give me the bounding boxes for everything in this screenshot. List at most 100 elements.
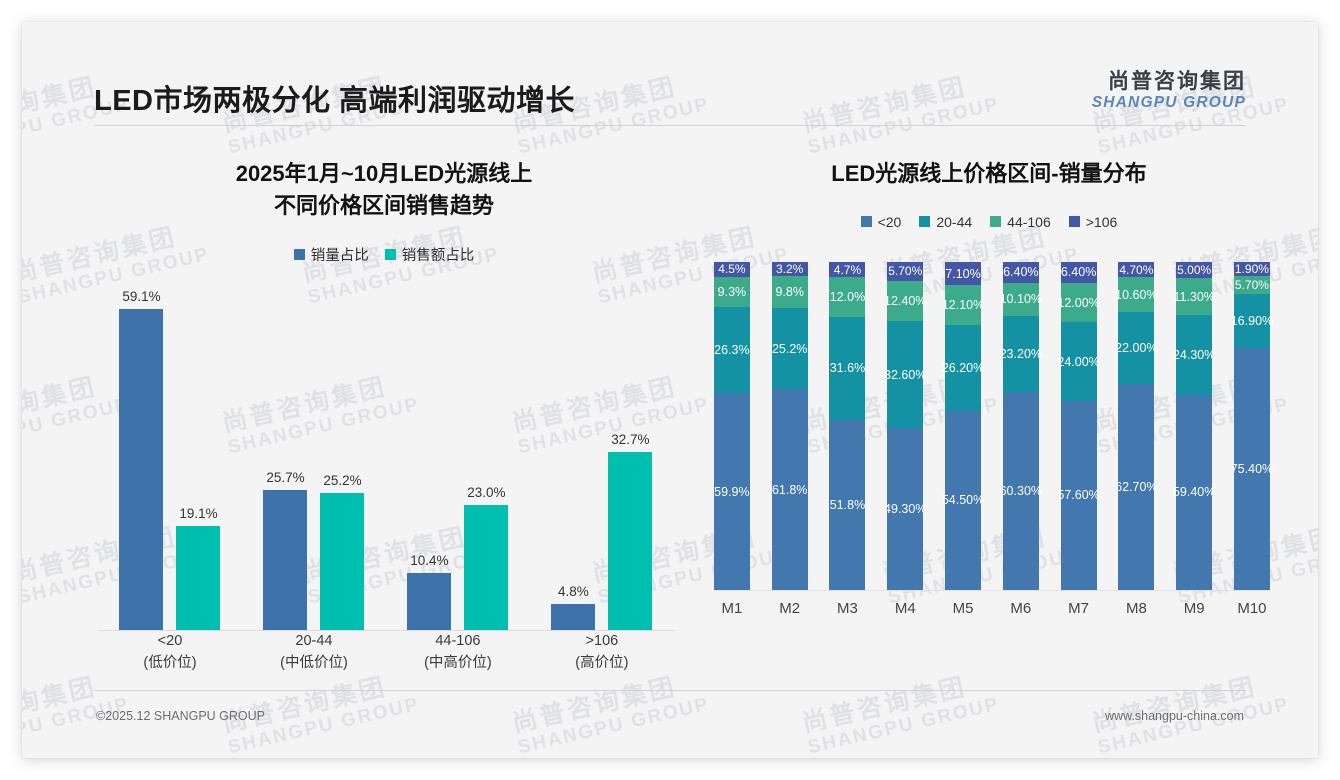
- stacked-bar-column[interactable]: 3.2% 9.8% 25.2% 61.8%: [771, 261, 808, 590]
- stacked-bar-column[interactable]: 4.70% 10.60% 22.00% 62.70%: [1115, 261, 1158, 590]
- x-axis-category-label: 20-44: [295, 632, 333, 649]
- stack-segment-20-44[interactable]: 23.20%: [999, 316, 1043, 393]
- stack-segment-44-106[interactable]: 9.3%: [713, 276, 750, 308]
- stacked-bar-column[interactable]: 1.90% 5.70% 16.90% 75.40%: [1230, 261, 1274, 590]
- left-chart-title: 2025年1月~10月LED光源线上 不同价格区间销售趋势: [72, 132, 696, 222]
- stack-segment->106[interactable]: 4.5%: [713, 261, 750, 277]
- stack-segment-44-106[interactable]: 12.0%: [829, 277, 866, 317]
- stacked-bar-column[interactable]: 4.7% 12.0% 31.6% 51.8%: [829, 261, 866, 590]
- stack-segment->106[interactable]: 5.70%: [887, 261, 924, 281]
- stack-segment-44-106[interactable]: 10.60%: [1115, 277, 1158, 313]
- stack-segment-20-44[interactable]: 26.20%: [941, 324, 985, 411]
- stack-segment-44-106[interactable]: 9.8%: [771, 275, 808, 308]
- x-axis-category-label: 44-106: [435, 632, 481, 649]
- stack-segment-label: 12.40%: [884, 293, 927, 308]
- company-logo: 尚普咨询集团 SHANGPU GROUP: [1092, 70, 1246, 111]
- bar-column[interactable]: 4.8%: [551, 293, 596, 630]
- x-axis-category-sublabel: (中低价位): [280, 654, 348, 671]
- stack-segment-label: 25.2%: [771, 341, 808, 356]
- stacked-bar-baseline: [713, 589, 1270, 591]
- stack-segment-label: 26.20%: [941, 360, 985, 375]
- stack-segment-44-106[interactable]: 12.10%: [942, 285, 984, 325]
- bar-column[interactable]: 32.7%: [608, 293, 653, 630]
- stack-segment-44-106[interactable]: 10.10%: [1000, 282, 1042, 316]
- stack-segment-44-106[interactable]: 12.40%: [884, 280, 927, 322]
- stack-segment-44-106[interactable]: 12.00%: [1057, 282, 1100, 323]
- stack-segment-20-44[interactable]: 31.6%: [829, 316, 866, 421]
- bar-value-label: 25.7%: [266, 470, 305, 486]
- stacked-bar-column[interactable]: 6.40% 12.00% 24.00% 57.60%: [1057, 261, 1100, 590]
- bar-销量占比[interactable]: [119, 308, 164, 630]
- stack-segment-20-44[interactable]: 26.3%: [713, 307, 750, 394]
- stack-segment-label: 31.6%: [829, 361, 866, 376]
- stack-segment-<20[interactable]: 59.40%: [1173, 395, 1215, 590]
- legend-item-<20[interactable]: <20: [860, 214, 901, 230]
- stack-segment-20-44[interactable]: 24.00%: [1057, 322, 1100, 401]
- bar-销售额占比[interactable]: [320, 492, 365, 630]
- legend-item-44-106[interactable]: 44-106: [990, 214, 1051, 230]
- bar-销售额占比[interactable]: [608, 452, 653, 630]
- slide-header: LED市场两极分化 高端利润驱动增长 尚普咨询集团 SHANGPU GROUP: [22, 22, 1318, 126]
- stacked-bar-column[interactable]: 4.5% 9.3% 26.3% 59.9%: [713, 261, 750, 590]
- stack-segment-label: 24.00%: [1057, 354, 1100, 369]
- stack-segment-<20[interactable]: 49.30%: [884, 428, 926, 590]
- stacked-bar-column[interactable]: 5.00% 11.30% 24.30% 59.40%: [1173, 261, 1215, 590]
- x-axis-category-label: >106: [585, 632, 619, 649]
- left-chart-legend: 销量占比 销售额占比: [72, 244, 696, 265]
- stacked-bar-plot-area: 4.5% 9.3% 26.3% 59.9% 3.2% 9.8% 25.2% 61.8% 4.7%…: [713, 261, 1274, 590]
- bar-column[interactable]: 25.7%: [263, 293, 308, 630]
- stack-segment-<20[interactable]: 51.8%: [829, 420, 866, 590]
- stack-segment-<20[interactable]: 60.30%: [1000, 392, 1042, 590]
- stack-segment-44-106[interactable]: 5.70%: [1233, 275, 1270, 295]
- stack-segment-<20[interactable]: 59.9%: [713, 393, 750, 590]
- bar-value-label: 23.0%: [467, 484, 506, 500]
- stack-segment-20-44[interactable]: 22.00%: [1115, 312, 1158, 385]
- stack-segment->106[interactable]: 4.70%: [1118, 261, 1155, 278]
- grouped-bar-chart: 59.1% 19.1% 25.7% 25.2% 10.4% 23.0% 4.8% 32.7% …: [98, 289, 674, 671]
- stack-segment-20-44[interactable]: 16.90%: [1230, 294, 1274, 349]
- legend-item-销售额占比[interactable]: 销售额占比: [384, 244, 474, 265]
- stack-segment-<20[interactable]: 57.60%: [1057, 400, 1100, 590]
- stack-segment-20-44[interactable]: 25.2%: [771, 307, 808, 390]
- x-axis-month-label: M8: [1125, 600, 1147, 618]
- stack-segment-44-106[interactable]: 11.30%: [1173, 278, 1215, 316]
- stack-segment-<20[interactable]: 54.50%: [942, 410, 984, 590]
- bar-column[interactable]: 23.0%: [464, 293, 509, 630]
- stack-segment->106[interactable]: 6.40%: [1002, 261, 1039, 283]
- legend-label: >106: [1085, 213, 1118, 230]
- bar-column[interactable]: 19.1%: [176, 293, 221, 630]
- stack-segment->106[interactable]: 1.90%: [1233, 261, 1270, 276]
- bar-group: 59.1% 19.1%: [119, 289, 221, 630]
- stack-segment-20-44[interactable]: 24.30%: [1173, 315, 1215, 396]
- stack-segment-<20[interactable]: 62.70%: [1115, 384, 1158, 590]
- bar-销量占比[interactable]: [407, 573, 452, 630]
- bar-销售额占比[interactable]: [176, 525, 221, 630]
- stack-segment-label: 4.5%: [718, 262, 746, 277]
- bar-column[interactable]: 59.1%: [119, 289, 164, 630]
- stacked-bar-column[interactable]: 6.40% 10.10% 23.20% 60.30%: [999, 261, 1043, 590]
- stack-segment->106[interactable]: 7.10%: [945, 261, 982, 286]
- legend-swatch-icon: [293, 248, 305, 260]
- bar-销量占比[interactable]: [263, 490, 308, 630]
- stack-segment-20-44[interactable]: 32.60%: [884, 321, 926, 429]
- stack-segment->106[interactable]: 4.7%: [829, 261, 866, 278]
- stacked-bar-column[interactable]: 5.70% 12.40% 32.60% 49.30%: [884, 261, 927, 590]
- bar-column[interactable]: 10.4%: [407, 293, 452, 630]
- bar-销量占比[interactable]: [551, 603, 596, 630]
- stack-segment-<20[interactable]: 75.40%: [1231, 348, 1273, 590]
- legend-item-销量占比[interactable]: 销量占比: [293, 244, 369, 265]
- legend-item-20-44[interactable]: 20-44: [919, 214, 972, 230]
- bar-销售额占比[interactable]: [464, 504, 509, 630]
- stack-segment-label: 23.20%: [999, 347, 1043, 362]
- stack-segment-<20[interactable]: 61.8%: [771, 389, 808, 590]
- stack-segment->106[interactable]: 6.40%: [1060, 261, 1097, 283]
- x-axis-month-label: M7: [1068, 600, 1090, 618]
- charts-container: 2025年1月~10月LED光源线上 不同价格区间销售趋势 销量占比 销售额占比 …: [22, 132, 1318, 672]
- bar-column[interactable]: 25.2%: [320, 293, 365, 630]
- legend-item->106[interactable]: >106: [1068, 213, 1118, 230]
- stack-segment->106[interactable]: 5.00%: [1176, 261, 1213, 279]
- stack-segment->106[interactable]: 3.2%: [771, 261, 808, 276]
- stack-segment-label: 16.90%: [1230, 314, 1274, 329]
- stacked-bar-column[interactable]: 7.10% 12.10% 26.20% 54.50%: [941, 261, 985, 590]
- legend-swatch-icon: [919, 216, 931, 228]
